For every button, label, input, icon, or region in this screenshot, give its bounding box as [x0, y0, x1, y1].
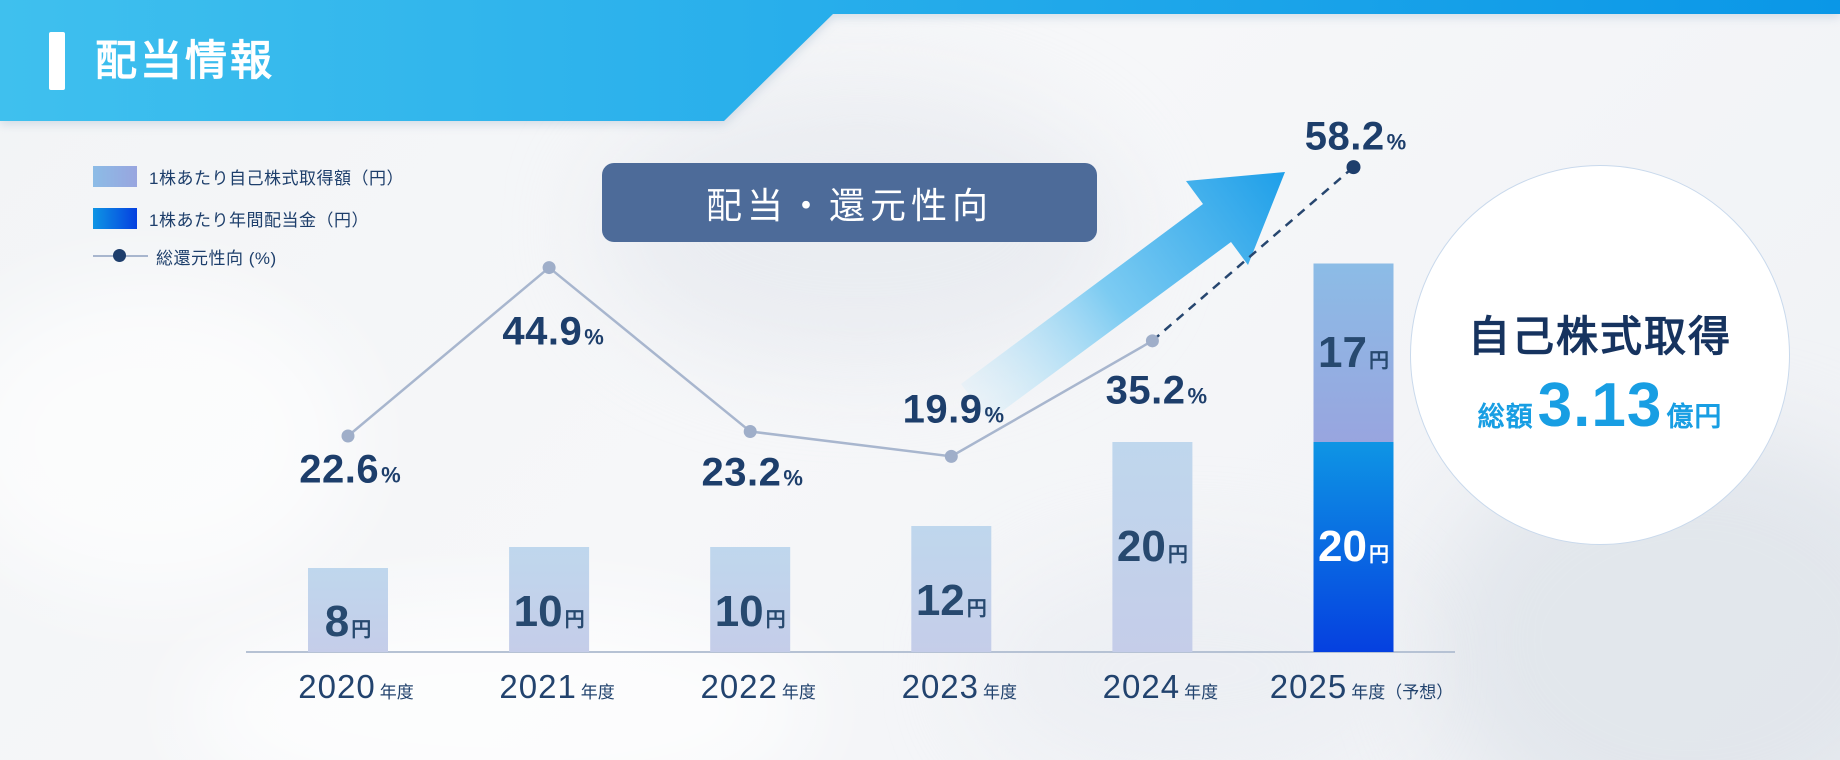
legend-item-dividend: 1株あたり年間配当金（円） — [93, 205, 404, 231]
bar-dividend-2025 — [1313, 442, 1394, 652]
payout-ratio-point-2023 — [944, 449, 958, 463]
bar-dividend-2020 — [308, 568, 388, 652]
payout-ratio-point-2020 — [341, 429, 355, 443]
bar-buyback-2025 — [1313, 263, 1394, 442]
buyback-swatch-icon — [93, 165, 137, 187]
callout-amount: 総額 3.13 億円 — [1478, 370, 1723, 441]
title-marker-bar — [49, 32, 65, 90]
section-badge: 配当・還元性向 — [602, 163, 1097, 242]
callout-value: 3.13 — [1537, 371, 1663, 440]
legend-item-payout-ratio: 総還元性向 (%) — [93, 243, 404, 269]
legend-item-buyback: 1株あたり自己株式取得額（円） — [93, 163, 404, 189]
bar-dividend-2021 — [509, 547, 590, 652]
page-title: 配当情報 — [95, 37, 276, 84]
payout-ratio-point-2025 — [1346, 160, 1361, 175]
callout-prefix: 総額 — [1477, 402, 1534, 432]
growth-arrow-icon — [961, 172, 1285, 421]
banner-shape — [0, 0, 1840, 121]
chart-legend: 1株あたり自己株式取得額（円） 1株あたり年間配当金（円） 総還元性向 (%) — [93, 163, 404, 285]
payout-ratio-point-2022 — [743, 424, 757, 438]
payout-ratio-point-2021 — [542, 261, 556, 275]
callout-unit: 億円 — [1666, 402, 1723, 432]
buyback-callout-circle: 自己株式取得 総額 3.13 億円 — [1410, 165, 1790, 545]
dividend-swatch-icon — [93, 207, 137, 229]
bar-dividend-2024 — [1112, 442, 1193, 652]
legend-label: 総還元性向 (%) — [156, 248, 277, 268]
bar-dividend-2022 — [710, 547, 791, 652]
payout-ratio-point-2024 — [1145, 334, 1159, 348]
bar-dividend-2023 — [911, 526, 992, 652]
payout-ratio-forecast-dashed-line — [1151, 166, 1355, 342]
header-banner — [0, 0, 1840, 121]
legend-label: 1株あたり自己株式取得額（円） — [149, 168, 404, 188]
legend-label: 1株あたり年間配当金（円） — [149, 210, 369, 230]
callout-title: 自己株式取得 — [1467, 313, 1732, 360]
line-dot-swatch-icon — [93, 246, 148, 267]
